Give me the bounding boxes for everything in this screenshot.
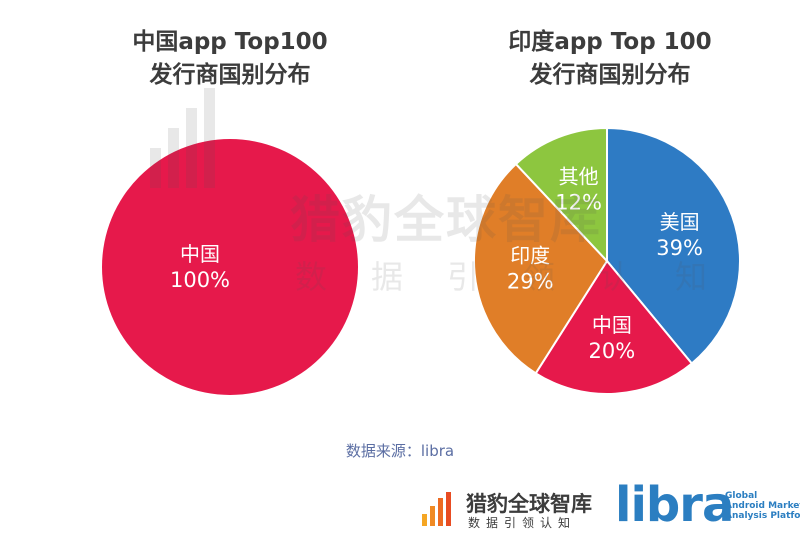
cheetah-logo-icon (422, 492, 462, 526)
libra-tagline-line: Global (725, 491, 758, 501)
slice-label: 美国 (660, 210, 700, 234)
slice-value-label: 39% (656, 236, 703, 260)
chart-title-china: 中国app Top100 发行商国别分布 (100, 26, 360, 92)
pie-slice (514, 126, 608, 264)
pie-slice (534, 259, 694, 395)
cheetah-brand-subtitle: 数据引领认知 (468, 516, 577, 530)
slice-label: 其他 (559, 164, 599, 188)
data-source: 数据来源：libra (345, 442, 455, 460)
slice-value-label: 29% (507, 269, 554, 293)
chart-title-line-1: 印度app Top 100 (508, 29, 712, 55)
slice-value-label: 12% (555, 190, 602, 214)
libra-brand-logo: libra Global Android Market Analysis Pla… (615, 477, 800, 533)
pie-slice (606, 126, 741, 365)
slice-value-label: 20% (588, 339, 635, 363)
slice-label: 印度 (510, 243, 550, 267)
cheetah-brand-logo: 猎豹全球智库 数据引领认知 (422, 488, 602, 530)
pie-slice (473, 162, 609, 375)
slice-label: 中国 (180, 242, 220, 266)
libra-tagline-line: Android Market (725, 501, 800, 511)
slice-label: 中国 (592, 313, 632, 337)
pie-slice (102, 139, 358, 395)
libra-tagline: Global Android Market Analysis Platform (725, 491, 800, 521)
slice-value-label: 100% (170, 268, 230, 292)
chart-title-india: 印度app Top 100 发行商国别分布 (480, 26, 740, 92)
chart-title-line-1: 中国app Top100 (132, 29, 328, 55)
chart-title-line-2: 发行商国别分布 (149, 62, 311, 88)
libra-tagline-line: Analysis Platform (725, 511, 800, 521)
libra-wordmark: libra (615, 477, 734, 533)
cheetah-brand-name: 猎豹全球智库 (466, 492, 592, 516)
chart-title-line-2: 发行商国别分布 (529, 62, 691, 88)
